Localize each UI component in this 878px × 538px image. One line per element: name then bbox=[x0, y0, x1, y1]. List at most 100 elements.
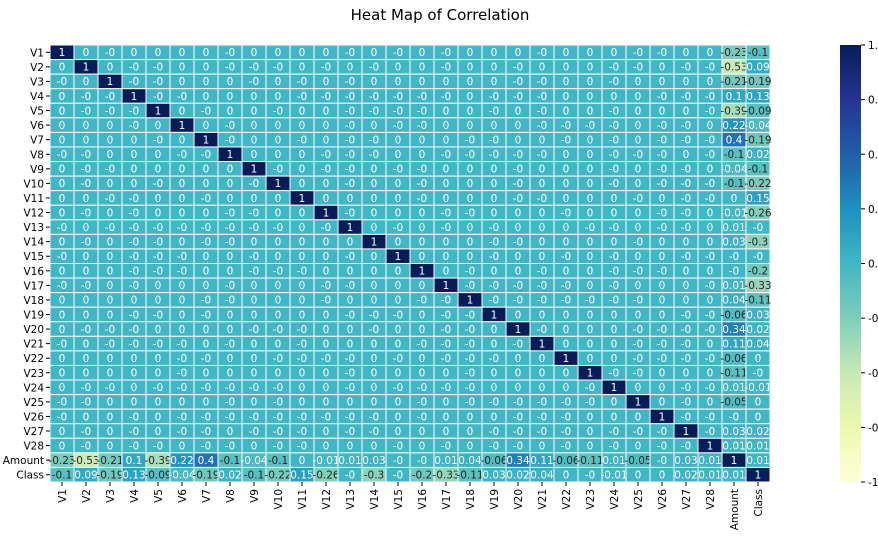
cell-value-label: 0 bbox=[467, 91, 474, 103]
x-tick-label: V7 bbox=[201, 489, 213, 503]
cell-value-label: 0 bbox=[611, 91, 618, 103]
cell-value-label: 0 bbox=[107, 120, 114, 132]
cell-value-label: 0 bbox=[275, 120, 282, 132]
cell-value-label: -0 bbox=[321, 295, 331, 307]
cell-value-label: 0 bbox=[419, 368, 426, 380]
cell-value-label: 0 bbox=[467, 178, 474, 190]
cell-value-label: 0 bbox=[491, 368, 498, 380]
cell-value-label: 0 bbox=[131, 353, 138, 365]
cell-value-label: 0 bbox=[251, 338, 258, 350]
cell-value-label: -0 bbox=[681, 397, 691, 409]
cell-value-label: -0 bbox=[561, 207, 571, 219]
x-tick-label: V17 bbox=[441, 489, 453, 510]
cell-value-label: 1 bbox=[107, 76, 114, 88]
cell-value-label: 0.13 bbox=[746, 91, 769, 103]
cell-value-label: -0 bbox=[393, 455, 403, 467]
cell-value-label: 0 bbox=[635, 382, 642, 394]
cell-value-label: -0 bbox=[297, 411, 307, 423]
cell-value-label: -0 bbox=[465, 382, 475, 394]
cell-value-label: 0 bbox=[659, 382, 666, 394]
cell-value-label: -0 bbox=[537, 105, 547, 117]
cell-value-label: 0 bbox=[179, 134, 186, 146]
cell-value-label: -0 bbox=[441, 440, 451, 452]
cell-value-label: -0 bbox=[513, 193, 523, 205]
cell-value-label: 0 bbox=[299, 295, 306, 307]
cell-value-label: 0 bbox=[611, 193, 618, 205]
cell-value-label: -0 bbox=[513, 397, 523, 409]
cell-value-label: -0 bbox=[657, 91, 667, 103]
cell-value-label: -0 bbox=[465, 207, 475, 219]
cell-value-label: 0 bbox=[251, 193, 258, 205]
cell-value-label: 0 bbox=[419, 149, 426, 161]
cell-value-label: -0.21 bbox=[720, 76, 747, 88]
x-tick-label: V26 bbox=[657, 489, 669, 510]
cell-value-label: 0 bbox=[539, 178, 546, 190]
x-tick-label: V4 bbox=[129, 489, 141, 503]
cell-value-label: -0 bbox=[681, 207, 691, 219]
cell-value-label: -0 bbox=[153, 76, 163, 88]
cell-value-label: 0 bbox=[611, 411, 618, 423]
cell-value-label: -0 bbox=[705, 193, 715, 205]
cell-value-label: -0 bbox=[609, 164, 619, 176]
cell-value-label: 0 bbox=[563, 149, 570, 161]
cell-value-label: 0 bbox=[59, 295, 66, 307]
cell-value-label: -0 bbox=[633, 368, 643, 380]
x-tick-label: V9 bbox=[249, 489, 261, 503]
cell-value-label: 0 bbox=[467, 193, 474, 205]
cell-value-label: 0 bbox=[323, 397, 330, 409]
cell-value-label: -0.09 bbox=[744, 105, 771, 117]
cell-value-label: 0 bbox=[251, 134, 258, 146]
cell-value-label: -0 bbox=[681, 62, 691, 74]
cell-value-label: 0.11 bbox=[530, 455, 553, 467]
cell-value-label: 0 bbox=[131, 295, 138, 307]
cell-value-label: -0 bbox=[297, 324, 307, 336]
cell-value-label: 0 bbox=[299, 62, 306, 74]
cell-value-label: 0 bbox=[347, 295, 354, 307]
cell-value-label: -0 bbox=[273, 411, 283, 423]
cell-value-label: 0 bbox=[683, 105, 690, 117]
cell-value-label: 0 bbox=[587, 76, 594, 88]
cell-value-label: 0 bbox=[707, 164, 714, 176]
cell-value-label: -0 bbox=[201, 222, 211, 234]
cell-value-label: 0 bbox=[515, 353, 522, 365]
cell-value-label: -0 bbox=[609, 76, 619, 88]
cell-value-label: 0 bbox=[419, 207, 426, 219]
cell-value-label: -0 bbox=[513, 149, 523, 161]
cell-value-label: 0 bbox=[635, 309, 642, 321]
cell-value-label: -0 bbox=[513, 426, 523, 438]
cell-value-label: 0 bbox=[275, 91, 282, 103]
cell-value-label: 0 bbox=[755, 353, 762, 365]
cell-value-label: -0 bbox=[297, 426, 307, 438]
cell-value-label: -0 bbox=[345, 91, 355, 103]
cell-value-label: 0 bbox=[275, 368, 282, 380]
cell-value-label: -0.19 bbox=[96, 470, 123, 482]
cell-value-label: 0 bbox=[515, 120, 522, 132]
cell-value-label: -0 bbox=[225, 440, 235, 452]
cell-value-label: -0.26 bbox=[312, 470, 339, 482]
cell-value-label: -0 bbox=[657, 134, 667, 146]
cell-value-label: 0 bbox=[155, 164, 162, 176]
cell-value-label: 0 bbox=[635, 411, 642, 423]
cell-value-label: 0.4 bbox=[726, 134, 743, 146]
cell-value-label: -0 bbox=[249, 222, 259, 234]
cell-value-label: -0 bbox=[681, 411, 691, 423]
cell-value-label: 0 bbox=[419, 440, 426, 452]
cell-value-label: -0 bbox=[177, 411, 187, 423]
cell-value-label: -0 bbox=[561, 411, 571, 423]
cell-value-label: 0 bbox=[227, 193, 234, 205]
y-tick-label: V11 bbox=[23, 193, 44, 205]
cell-value-label: -0 bbox=[81, 149, 91, 161]
cell-value-label: 0 bbox=[587, 353, 594, 365]
cell-value-label: -0.11 bbox=[744, 295, 771, 307]
cell-value-label: -0 bbox=[513, 178, 523, 190]
cell-value-label: 0 bbox=[299, 178, 306, 190]
cell-value-label: -0 bbox=[465, 280, 475, 292]
cell-value-label: 0 bbox=[155, 120, 162, 132]
cell-value-label: 0 bbox=[275, 207, 282, 219]
cell-value-label: -0.01 bbox=[720, 207, 747, 219]
cell-value-label: -0 bbox=[153, 338, 163, 350]
cell-value-label: 0 bbox=[707, 266, 714, 278]
cell-value-label: -0 bbox=[417, 455, 427, 467]
cell-value-label: 0.1 bbox=[126, 455, 143, 467]
